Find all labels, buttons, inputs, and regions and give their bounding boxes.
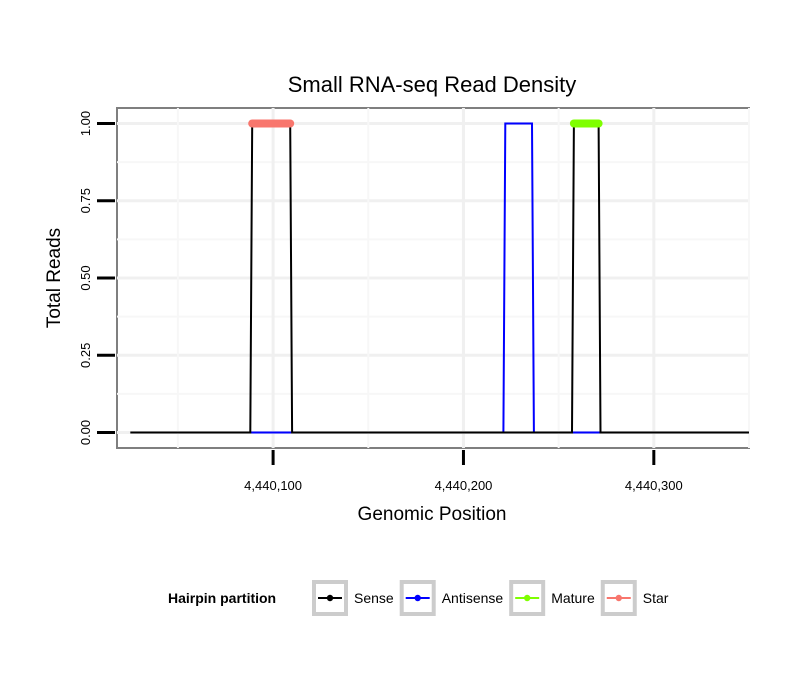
- y-tick-label: 0.75: [78, 188, 93, 213]
- grid-lines: [117, 108, 750, 448]
- x-axis: 4,440,100 4,440,200 4,440,300: [244, 450, 683, 493]
- legend-label: Antisense: [442, 590, 504, 606]
- y-tick-label: 0.00: [78, 420, 93, 445]
- y-tick-label: 0.25: [78, 343, 93, 368]
- legend-item-antisense: Antisense: [399, 580, 504, 616]
- y-tick-label: 0.50: [78, 265, 93, 290]
- x-axis-label: Genomic Position: [358, 504, 507, 525]
- x-tick-label: 4,440,200: [435, 478, 493, 493]
- legend-label: Mature: [551, 590, 595, 606]
- legend-key-dot: [326, 594, 334, 602]
- series-sense-line: [130, 122, 749, 434]
- y-tick-label: 1.00: [78, 111, 93, 136]
- y-axis-label: Total Reads: [44, 228, 65, 328]
- y-axis: 0.00 0.25 0.50 0.75 1.00: [78, 111, 115, 445]
- legend-label: Star: [643, 590, 669, 606]
- legend-key-dot: [615, 594, 622, 602]
- legend-item-mature: Mature: [509, 580, 595, 616]
- x-tick-label: 4,440,300: [625, 478, 683, 493]
- x-tick-label: 4,440,100: [244, 478, 302, 493]
- legend-item-star: Star: [600, 580, 669, 616]
- legend: Hairpin partition Sense Antisense Mature St…: [168, 580, 669, 616]
- legend-key-dot: [523, 594, 531, 602]
- legend-label: Sense: [354, 590, 394, 606]
- series-layer: [130, 119, 749, 434]
- chart-title: Small RNA-seq Read Density: [288, 72, 577, 97]
- legend-item-sense: Sense: [312, 580, 394, 616]
- legend-title: Hairpin partition: [168, 590, 276, 606]
- legend-key-dot: [414, 594, 421, 602]
